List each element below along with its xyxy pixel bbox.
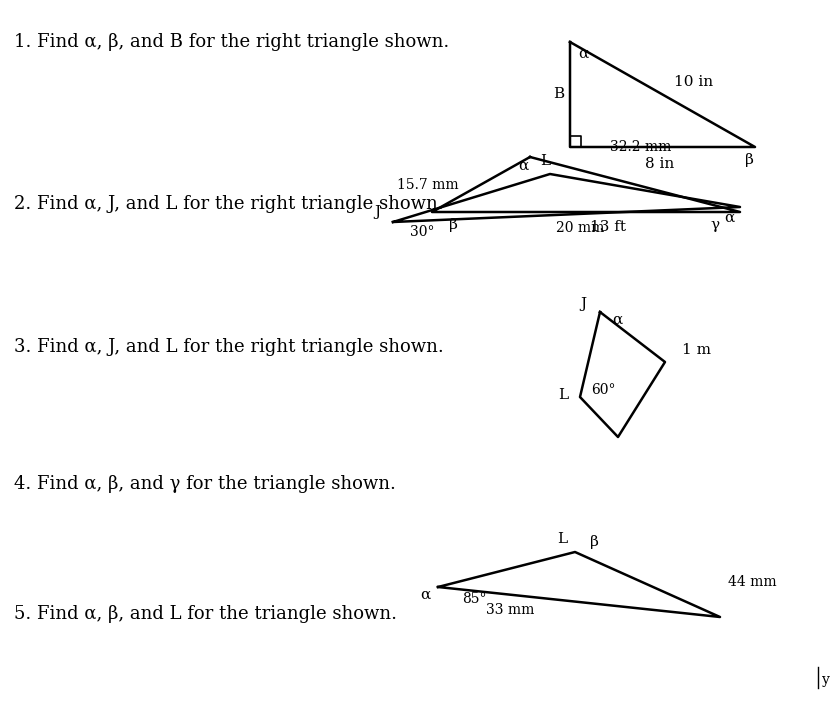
Text: 85°: 85°	[462, 592, 487, 606]
Text: 33 mm: 33 mm	[486, 603, 534, 617]
Text: α: α	[518, 159, 528, 173]
Text: y: y	[822, 673, 830, 687]
Text: 20 mm: 20 mm	[556, 221, 604, 235]
Text: α: α	[724, 211, 734, 225]
Text: L: L	[557, 532, 567, 546]
Text: 1. Find α, β, and B for the right triangle shown.: 1. Find α, β, and B for the right triang…	[14, 33, 449, 51]
Text: 60°: 60°	[591, 383, 615, 397]
Text: β: β	[449, 218, 458, 232]
Text: 30°: 30°	[410, 225, 434, 239]
Text: 13 ft: 13 ft	[590, 220, 626, 234]
Text: 5. Find α, β, and L for the triangle shown.: 5. Find α, β, and L for the triangle sho…	[14, 605, 397, 623]
Text: 44 mm: 44 mm	[728, 575, 777, 589]
Text: 10 in: 10 in	[674, 75, 713, 89]
Text: 4. Find α, β, and γ for the triangle shown.: 4. Find α, β, and γ for the triangle sho…	[14, 475, 396, 493]
Text: 3. Find α, J, and L for the right triangle shown.: 3. Find α, J, and L for the right triang…	[14, 338, 444, 356]
Text: B: B	[553, 87, 564, 101]
Text: α: α	[578, 47, 588, 61]
Text: L: L	[540, 154, 550, 168]
Text: γ: γ	[710, 218, 719, 232]
Text: 1 m: 1 m	[682, 343, 711, 357]
Text: 2. Find α, J, and L for the right triangle shown.: 2. Find α, J, and L for the right triang…	[14, 195, 443, 213]
Text: β: β	[590, 535, 599, 549]
Text: L: L	[558, 388, 568, 402]
Text: β: β	[745, 153, 754, 167]
Text: J: J	[374, 205, 380, 219]
Text: α: α	[420, 588, 430, 602]
Text: J: J	[580, 297, 586, 311]
Text: 8 in: 8 in	[645, 157, 675, 171]
Text: 32.2 mm: 32.2 mm	[610, 140, 671, 154]
Text: 15.7 mm: 15.7 mm	[397, 178, 458, 192]
Text: α: α	[612, 313, 623, 327]
